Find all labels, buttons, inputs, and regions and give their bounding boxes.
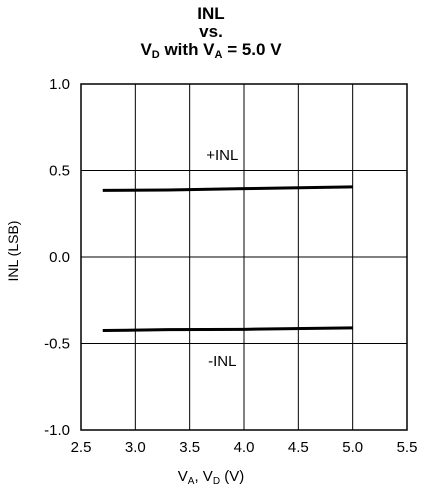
x-tick-label: 4.5: [288, 439, 309, 456]
xlabel-unit: (V): [220, 468, 245, 485]
chart-title-line3: VD with VA = 5.0 V: [0, 40, 422, 61]
title-with-text: with V: [159, 40, 215, 59]
plot-frame: [80, 83, 408, 431]
xlabel-mid: , V: [194, 468, 213, 485]
y-axis-label: INL (LSB): [5, 220, 21, 282]
series-line-plus-inl: [102, 185, 353, 192]
x-tick-label: 4.0: [234, 439, 255, 456]
xlabel-sub-d: D: [212, 476, 221, 487]
title-sub-d: D: [151, 49, 160, 61]
y-tick-label: 0.5: [49, 163, 70, 180]
y-tick-label: -0.5: [44, 336, 70, 353]
xlabel-v1: V: [177, 468, 188, 485]
title-v-text: V: [140, 40, 152, 59]
x-tick-label: 3.5: [179, 439, 200, 456]
chart-title-line2: vs.: [199, 22, 223, 41]
x-tick-label: 5.0: [342, 439, 363, 456]
xlabel-sub-a: A: [187, 476, 195, 487]
annotation-minus-inl: -INL: [208, 353, 236, 370]
title-sub-a: A: [214, 49, 223, 61]
y-tick-label: 0.0: [49, 249, 70, 266]
chart-title-line1: INL: [197, 4, 225, 23]
annotation-plus-inl: +INL: [206, 147, 238, 164]
x-tick-label: 5.5: [397, 439, 418, 456]
x-axis-label: VA, VD (V): [0, 468, 422, 487]
y-tick-label: 1.0: [49, 76, 70, 93]
x-tick-label: 2.5: [71, 439, 92, 456]
x-tick-label: 3.0: [125, 439, 146, 456]
title-value-text: = 5.0 V: [222, 40, 282, 59]
series-line-minus-inl: [102, 326, 353, 333]
y-tick-label: -1.0: [44, 422, 70, 439]
